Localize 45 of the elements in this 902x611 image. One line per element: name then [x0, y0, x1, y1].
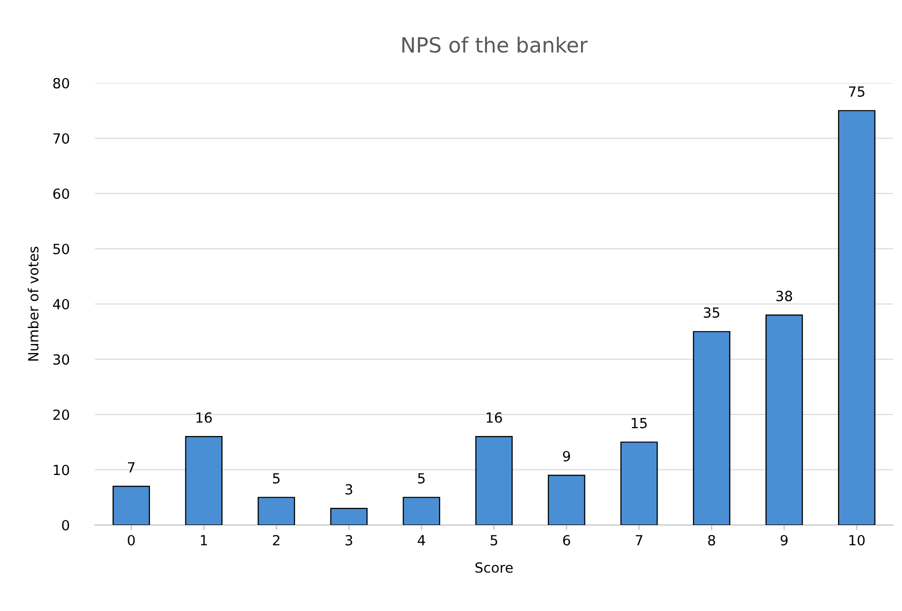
y-tick-label: 70	[53, 133, 70, 144]
bar	[258, 496, 296, 525]
x-tick-label: 9	[780, 534, 788, 546]
bar	[838, 110, 876, 525]
data-label: 16	[196, 412, 212, 423]
data-label: 5	[273, 473, 280, 484]
x-tick-label: 7	[636, 535, 642, 546]
y-tick-label: 30	[53, 354, 70, 365]
x-tick-label: 2	[272, 534, 280, 546]
x-axis-title: Score	[475, 562, 513, 573]
x-tick-label: 1	[200, 535, 207, 546]
y-tick-label: 60	[53, 188, 70, 199]
data-label: 7	[128, 462, 135, 472]
bar	[548, 474, 586, 525]
bar	[330, 508, 368, 525]
data-label: 15	[632, 418, 647, 428]
y-tick-label: 50	[53, 244, 70, 254]
y-axis-title: Number of votes	[28, 246, 39, 361]
chart-title: NPS of the banker	[402, 36, 588, 53]
x-tick-label: 6	[563, 534, 570, 546]
data-label: 38	[776, 290, 792, 302]
x-tick-label: 8	[708, 534, 716, 546]
x-tick-label: 3	[346, 534, 352, 546]
x-tick-label: 5	[490, 535, 498, 546]
bar	[692, 331, 730, 525]
y-tick-label: 0	[62, 520, 70, 530]
bar	[765, 314, 803, 525]
x-tick-label: 4	[418, 535, 426, 546]
bar	[185, 436, 223, 525]
x-tick-label: 0	[128, 534, 135, 546]
data-label: 5	[418, 473, 425, 484]
data-label: 3	[346, 484, 352, 495]
y-tick-label: 80	[53, 78, 70, 88]
data-label: 9	[563, 450, 570, 462]
y-tick-label: 10	[54, 464, 70, 476]
bar	[402, 496, 440, 525]
data-label: 35	[704, 307, 720, 318]
bar	[620, 442, 658, 525]
x-tick-label: 10	[849, 534, 865, 546]
bar	[112, 486, 150, 525]
data-label: 16	[486, 412, 502, 423]
bar	[475, 436, 513, 525]
y-tick-label: 40	[53, 298, 70, 310]
y-tick-label: 20	[53, 409, 70, 420]
data-label: 75	[849, 86, 864, 97]
